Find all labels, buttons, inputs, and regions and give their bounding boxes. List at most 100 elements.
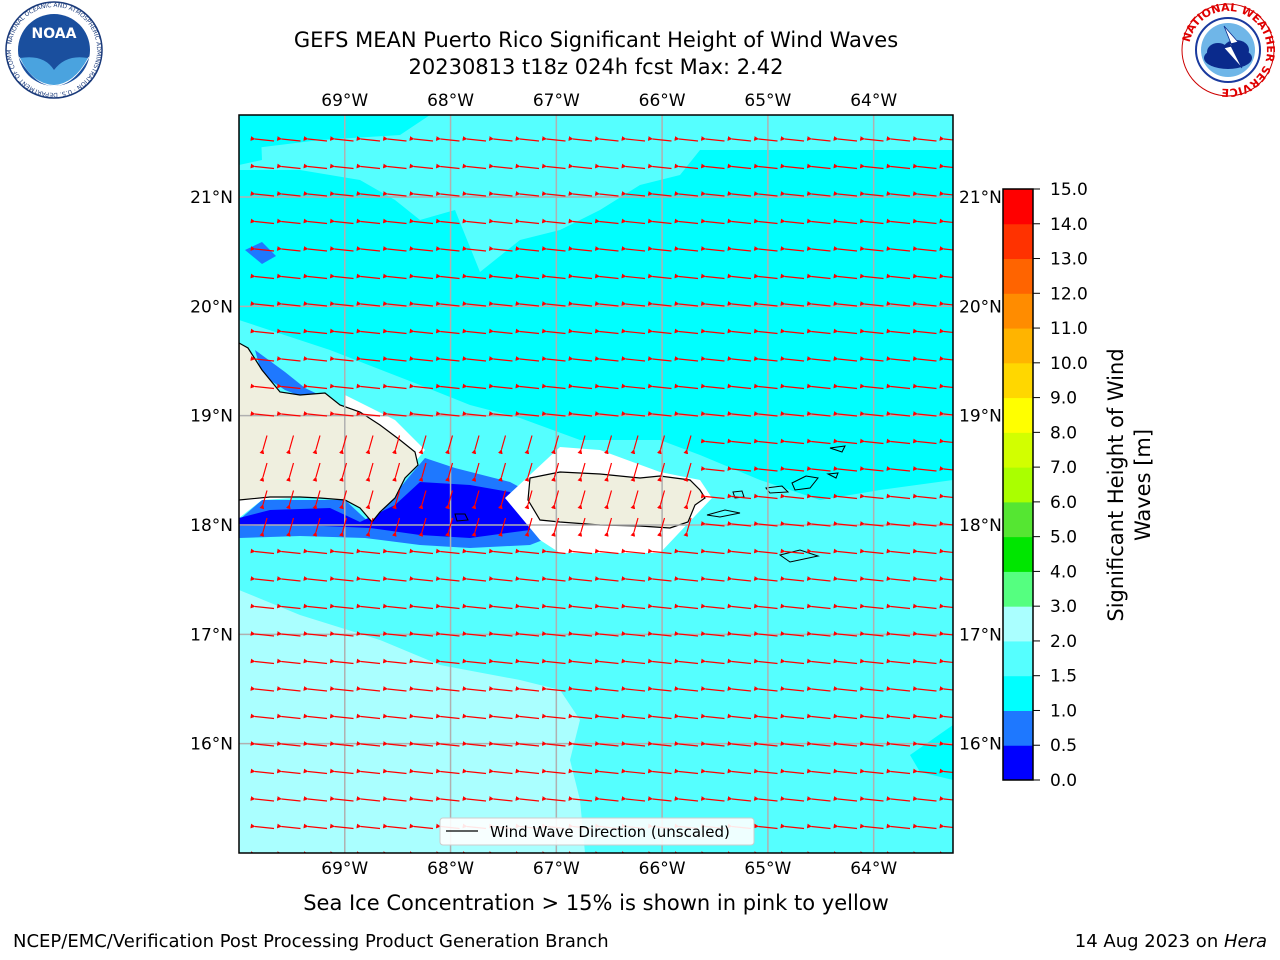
wave-arrow: [912, 218, 937, 225]
wave-arrow: [630, 435, 639, 455]
wave-arrow: [806, 796, 831, 802]
wave-arrow: [541, 548, 566, 555]
wave-arrow: [276, 768, 301, 775]
wave-arrow: [488, 796, 513, 802]
wave-arrow: [392, 435, 401, 455]
wave-arrow: [356, 356, 381, 362]
wave-arrow: [462, 796, 487, 802]
wave-arrow: [312, 517, 321, 537]
colorbar-segment: [1003, 328, 1033, 364]
wave-arrow: [727, 796, 752, 802]
wave-arrow: [939, 493, 953, 499]
wave-arrow: [939, 273, 953, 279]
wave-arrow: [382, 631, 407, 637]
wave-arrow: [727, 768, 752, 775]
wave-arrow: [418, 490, 427, 510]
wave-arrow: [382, 356, 407, 362]
colorbar-tick-label: 9.0: [1050, 389, 1077, 409]
colorbar-segment: [1003, 467, 1033, 503]
colorbar-tick-label: 11.0: [1050, 319, 1088, 339]
wave-arrow: [409, 328, 434, 335]
colorbar-segment: [1003, 536, 1033, 572]
wave-arrow: [356, 603, 381, 610]
wave-arrow: [356, 548, 381, 555]
wave-arrow: [727, 356, 752, 362]
wave-arrow: [833, 631, 858, 637]
wave-arrow: [515, 301, 540, 307]
wave-arrow: [630, 517, 639, 537]
wave-arrow: [806, 301, 831, 307]
colorbar-tick-label: 5.0: [1050, 528, 1077, 548]
wave-arrow: [806, 493, 831, 500]
wave-arrow: [382, 328, 407, 335]
wave-arrow: [912, 411, 937, 417]
wave-arrow: [780, 136, 805, 142]
wave-arrow: [498, 435, 507, 455]
chart-title: GEFS MEAN Puerto Rico Significant Height…: [293, 28, 899, 52]
wave-arrow: [329, 328, 354, 335]
wave-arrow: [859, 438, 884, 445]
wave-arrow: [753, 356, 778, 362]
wave-arrow: [276, 713, 301, 720]
lon-tick-top: 65°W: [744, 91, 791, 111]
wave-arrow: [515, 163, 540, 170]
wave-arrow: [780, 796, 805, 802]
wave-arrow: [780, 328, 805, 335]
wave-arrow: [647, 796, 672, 802]
wave-arrow: [806, 521, 831, 527]
wave-arrow: [833, 493, 858, 500]
wave-arrow: [912, 136, 937, 142]
wave-arrow: [498, 490, 507, 510]
wave-arrow: [312, 462, 321, 482]
wave-arrow: [409, 576, 434, 582]
wave-arrow: [276, 191, 301, 197]
wave-arrow: [356, 796, 381, 802]
wave-arrow: [806, 383, 831, 390]
wave-arrow: [382, 576, 407, 582]
wave-arrow: [674, 631, 699, 637]
wave-arrow: [250, 383, 275, 390]
wave-arrow: [700, 548, 725, 555]
wave-arrow: [912, 741, 937, 747]
wave-arrow: [621, 741, 646, 747]
wave-arrow: [912, 356, 937, 362]
lat-tick-left: 16°N: [190, 735, 233, 755]
wave-arrow: [833, 548, 858, 555]
wave-arrow: [700, 576, 725, 582]
wave-arrow: [303, 383, 328, 390]
colorbar: [1003, 189, 1033, 781]
wave-arrow: [382, 686, 407, 692]
wave-arrow: [806, 851, 812, 853]
wave-arrow: [259, 462, 268, 482]
wave-arrow: [604, 462, 613, 482]
wave-arrow: [339, 435, 348, 455]
wave-arrow: [806, 466, 831, 472]
wave-arrow: [939, 823, 953, 829]
wave-arrow: [568, 741, 593, 747]
wave-arrow: [753, 741, 778, 747]
lon-tick-bottom: 69°W: [321, 859, 368, 879]
wave-arrow: [594, 768, 619, 775]
wave-arrow: [303, 851, 309, 853]
wave-arrow: [621, 658, 646, 665]
wave-arrow: [833, 603, 858, 610]
wave-arrow: [939, 796, 953, 801]
wave-height-field: [239, 115, 953, 853]
wave-arrow: [286, 462, 295, 482]
wave-arrow: [727, 851, 733, 853]
wave-arrow: [833, 438, 858, 445]
wave-arrow: [250, 548, 275, 555]
wave-arrow: [806, 246, 831, 252]
wave-arrow: [568, 383, 593, 390]
wave-arrow: [435, 576, 460, 582]
wave-arrow: [859, 548, 884, 555]
wave-arrow: [488, 163, 513, 170]
wave-arrow: [939, 383, 953, 389]
wave-arrow: [329, 383, 354, 390]
wave-arrow: [886, 328, 911, 335]
wave-arrow: [445, 462, 454, 482]
wave-arrow: [303, 273, 328, 280]
lat-tick-right: 18°N: [959, 516, 1002, 536]
wave-arrow: [912, 686, 937, 692]
wave-arrow: [753, 246, 778, 252]
